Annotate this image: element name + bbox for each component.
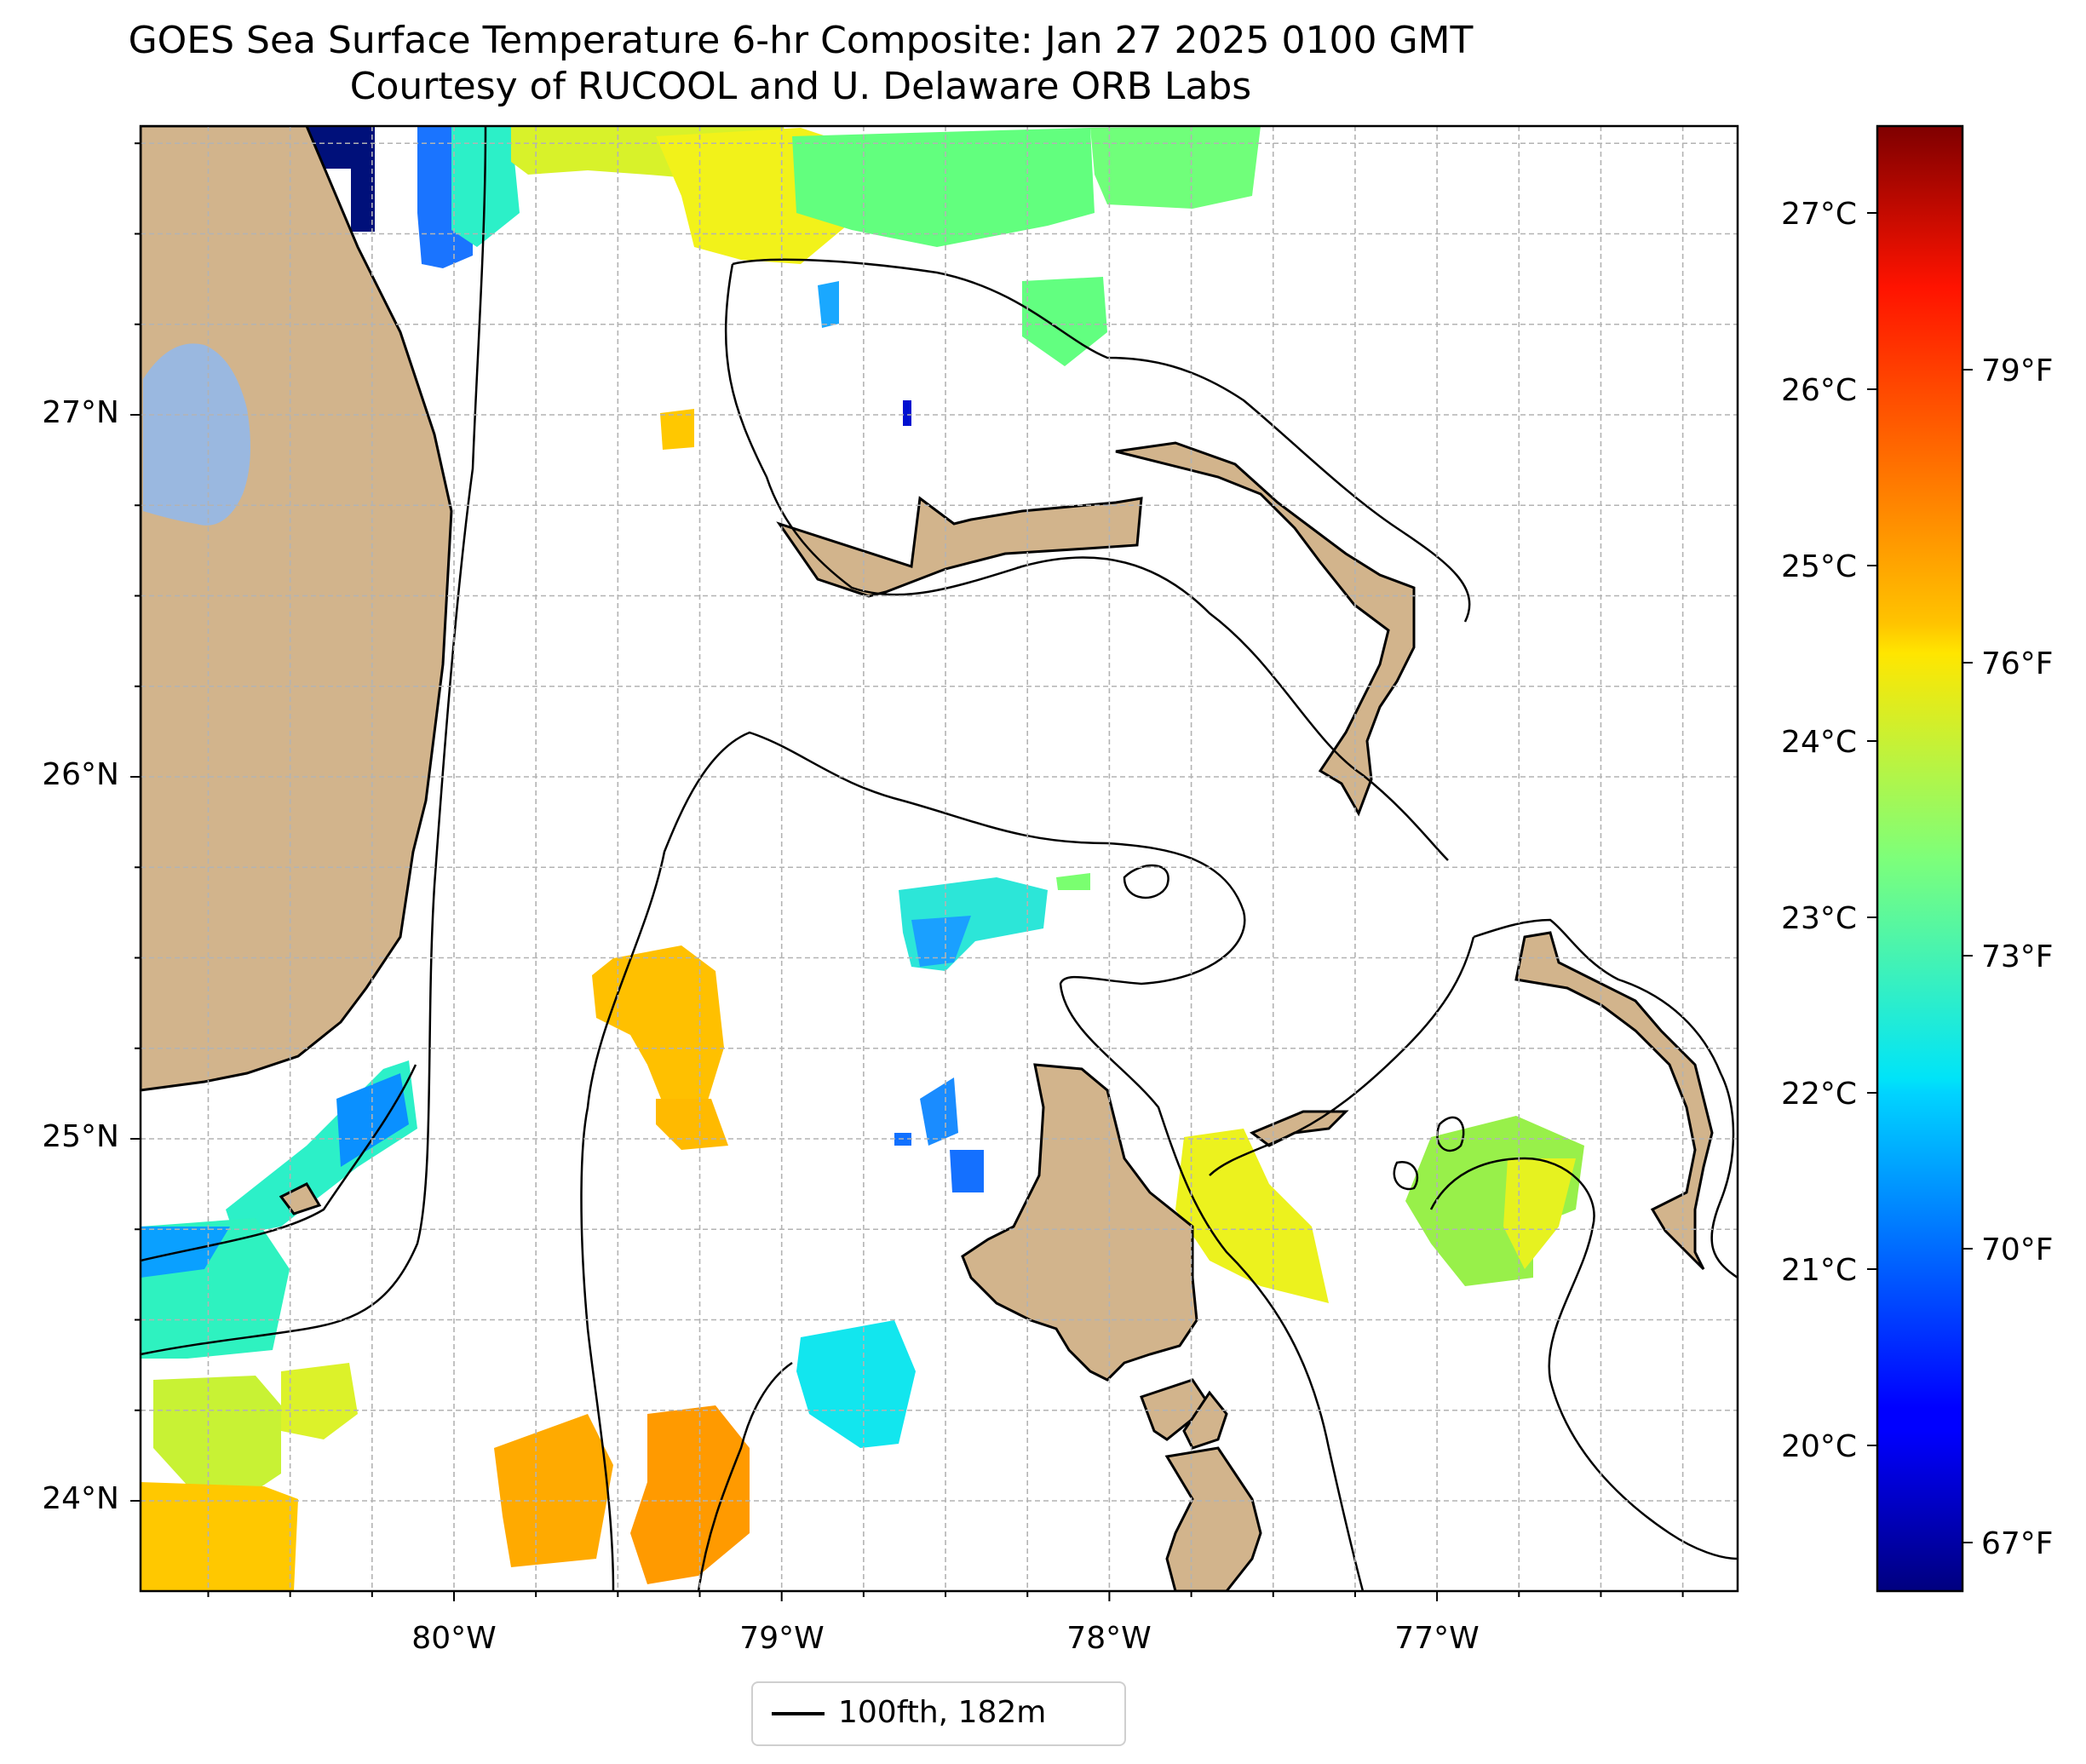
colorbar-celsius-label: 24°C <box>1781 725 1857 760</box>
sst-patch <box>630 1405 750 1584</box>
sst-patch <box>141 1227 230 1278</box>
sst-patch <box>494 1414 613 1567</box>
lat-tick-label: 27°N <box>42 395 119 430</box>
isobath-line <box>697 1361 793 1591</box>
isobath-line <box>141 1064 417 1262</box>
isobath-line <box>1436 1116 1465 1152</box>
map-subtitle: Courtesy of RUCOOL and U. Delaware ORB L… <box>349 65 1252 108</box>
isobath-line <box>580 731 1365 1591</box>
sst-patch <box>818 281 839 328</box>
sst-patch <box>920 1077 958 1146</box>
colorbar-fahrenheit-label: 70°F <box>1981 1233 2054 1267</box>
sst-patch <box>1503 1158 1576 1269</box>
colorbar: 27°C 26°C 25°C 24°C 23°C 22°C 21°C 20°C … <box>1781 124 2054 1593</box>
sst-patch <box>336 1073 409 1167</box>
lon-tick-label: 77°W <box>1394 1621 1479 1656</box>
sst-patch <box>903 400 911 426</box>
lon-tick-label: 80°W <box>411 1621 496 1656</box>
lat-tick-label: 26°N <box>42 757 119 792</box>
colorbar-celsius-label: 22°C <box>1781 1077 1857 1112</box>
colorbar-fahrenheit-label: 67°F <box>1981 1526 2054 1561</box>
colorbar-celsius-label: 23°C <box>1781 901 1857 936</box>
legend-label: 100fth, 182m <box>838 1695 1047 1730</box>
lat-tick-label: 24°N <box>42 1481 119 1516</box>
land-masses <box>141 126 1714 1591</box>
sst-patch <box>153 1376 281 1495</box>
sst-patch <box>1090 126 1261 209</box>
abaco <box>1115 441 1416 817</box>
lon-tick-label: 79°W <box>739 1621 824 1656</box>
map-title: GOES Sea Surface Temperature 6-hr Compos… <box>128 19 1474 62</box>
colorbar-celsius-label: 20°C <box>1781 1429 1857 1464</box>
sst-patch <box>950 1150 984 1192</box>
colorbar-fahrenheit-label: 79°F <box>1981 353 2054 388</box>
map-axis-ticks <box>130 142 1684 1601</box>
sst-patch <box>307 126 375 232</box>
sst-patch <box>660 409 694 450</box>
map-gridlines <box>141 126 1738 1591</box>
lon-tick-label: 78°W <box>1066 1621 1151 1656</box>
sst-patch <box>141 1482 298 1591</box>
lat-tick-label: 25°N <box>42 1119 119 1154</box>
colorbar-celsius-label: 25°C <box>1781 549 1857 584</box>
isobath-line <box>1473 918 1738 1279</box>
sst-patch <box>1056 873 1090 890</box>
colorbar-celsius-label: 27°C <box>1781 197 1857 232</box>
new-providence-eleuthera <box>1250 1110 1349 1147</box>
lake-okeechobee <box>143 343 250 526</box>
map-legend: 100fth, 182m <box>751 1681 1126 1746</box>
sst-patch <box>796 1320 916 1448</box>
colorbar-fahrenheit-ticks <box>1962 369 1973 1543</box>
colorbar-gradient <box>1876 124 1964 1593</box>
sst-patch <box>281 1363 358 1439</box>
eleuthera <box>1514 931 1714 1271</box>
colorbar-fahrenheit-label: 76°F <box>1981 646 2054 681</box>
map-frame <box>139 124 1739 1593</box>
sst-patch <box>592 945 724 1107</box>
isobath-line <box>141 126 487 1356</box>
isobath-contours <box>141 126 1738 1591</box>
isobath-line <box>1429 1157 1738 1560</box>
legend-line-swatch <box>772 1712 825 1715</box>
andros <box>961 1063 1198 1382</box>
colorbar-celsius-label: 21°C <box>1781 1253 1857 1288</box>
isobath-line <box>732 258 1471 623</box>
isobath-line <box>1393 1160 1419 1191</box>
map-area <box>141 126 1738 1591</box>
sst-patch <box>656 1099 728 1150</box>
colorbar-celsius-ticks <box>1867 212 1877 1446</box>
sst-patch <box>792 128 1095 247</box>
sst-patch <box>1022 277 1107 366</box>
colorbar-fahrenheit-label: 73°F <box>1981 939 2054 974</box>
sst-patches <box>141 126 1584 1591</box>
andros-south-3 <box>1164 1446 1262 1591</box>
isobath-line <box>1123 864 1169 899</box>
colorbar-celsius-label: 26°C <box>1781 373 1857 408</box>
isobath-line <box>724 263 1449 861</box>
sst-patch <box>911 916 971 967</box>
